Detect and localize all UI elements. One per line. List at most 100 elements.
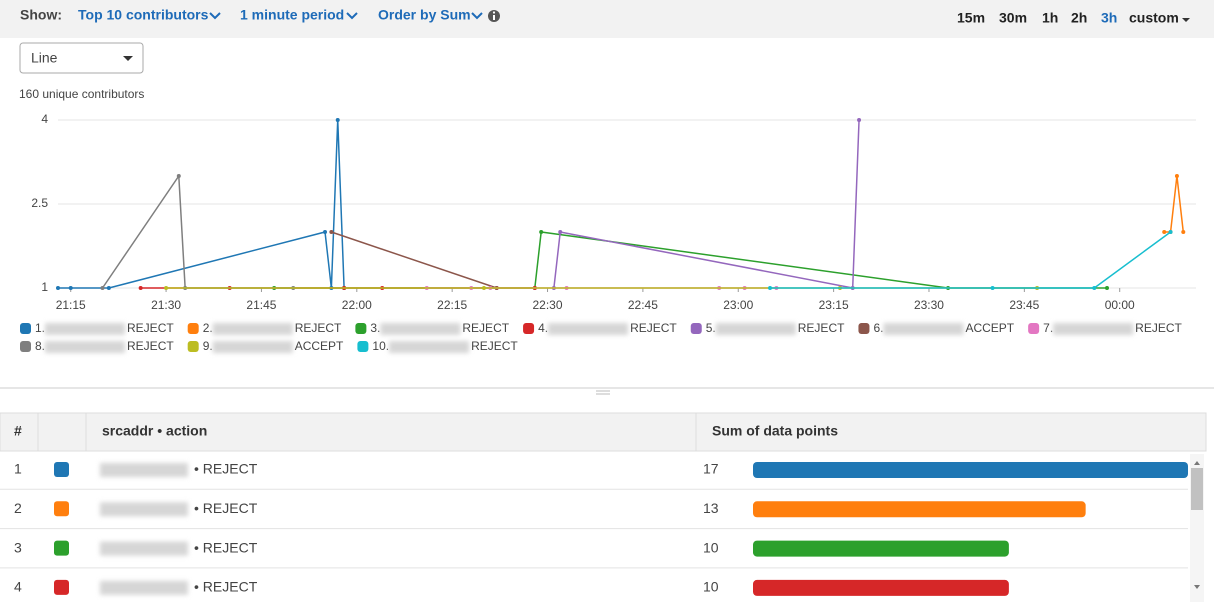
toolbar xyxy=(0,0,1214,38)
chevron xyxy=(209,12,221,20)
legend-action: REJECT xyxy=(798,321,845,335)
data-point xyxy=(768,286,773,290)
info-icon-mark xyxy=(493,15,495,20)
sum-bar xyxy=(753,579,1009,596)
legend-swatch xyxy=(858,323,870,334)
legend-item[interactable]: 7. REJECT xyxy=(1028,321,1182,335)
table-row[interactable]: 2 • REJECT 13 xyxy=(0,488,1188,518)
legend-swatch xyxy=(20,323,31,334)
data-point xyxy=(100,286,105,290)
sum-bar xyxy=(753,462,1188,478)
scrollbar-thumb[interactable] xyxy=(1191,468,1203,510)
legend-swatch xyxy=(357,341,369,352)
legend-item[interactable]: 6. ACCEPT xyxy=(858,321,1015,335)
color-swatch xyxy=(54,540,69,556)
sum-bar xyxy=(753,501,1086,518)
color-swatch xyxy=(54,501,69,517)
legend-swatch xyxy=(690,323,702,334)
time-range[interactable]: 15m xyxy=(957,10,985,26)
series-line xyxy=(1164,175,1185,233)
data-point xyxy=(164,286,169,290)
column-header[interactable]: srcaddr • action xyxy=(102,423,207,439)
table-row[interactable]: 3 • REJECT 10 xyxy=(0,528,1188,557)
time-range[interactable]: 3h xyxy=(1101,10,1117,26)
x-tick-label: 22:00 xyxy=(342,298,372,312)
legend-action: REJECT xyxy=(295,321,342,335)
legend-item[interactable]: 8. REJECT xyxy=(20,339,174,353)
y-tick-label: 1 xyxy=(41,280,48,294)
legend-label: 9. xyxy=(203,339,213,353)
data-point xyxy=(1092,286,1097,290)
chevron xyxy=(471,12,483,20)
data-point xyxy=(1174,174,1179,178)
redacted-address xyxy=(389,341,470,353)
legend-item[interactable]: 1. REJECT xyxy=(20,321,174,335)
x-tick-label: 22:15 xyxy=(437,298,467,312)
redacted-address xyxy=(883,323,964,335)
redacted-address xyxy=(212,323,293,335)
view-select-value: Line xyxy=(31,50,58,66)
data-point xyxy=(329,230,334,234)
data-point xyxy=(335,118,340,122)
data-point xyxy=(1104,286,1109,290)
table-body: 1 • REJECT 17 2 • REJECT 13 3 • REJECT 10 4 • REJE… xyxy=(0,461,1188,596)
redacted-address xyxy=(715,323,796,335)
legend-label: 7. xyxy=(1043,321,1053,335)
data-point xyxy=(68,286,73,290)
unique-contributors: 160 unique contributors xyxy=(19,87,144,101)
period-dropdown[interactable]: 1 minute period xyxy=(240,7,344,23)
rank: 1 xyxy=(14,461,22,477)
x-tick-label: 23:00 xyxy=(723,298,753,312)
legend-item[interactable]: 10. REJECT xyxy=(357,339,518,353)
legend-action: REJECT xyxy=(1135,321,1182,335)
legend-item[interactable]: 4. REJECT xyxy=(523,321,677,335)
redacted-address xyxy=(548,323,629,335)
data-point xyxy=(176,174,181,178)
legend-action: REJECT xyxy=(127,321,174,335)
series-line xyxy=(331,231,497,289)
table-row[interactable]: 1 • REJECT 17 xyxy=(14,461,1188,478)
data-point xyxy=(138,286,143,290)
color-swatch xyxy=(54,579,69,595)
time-range[interactable]: custom xyxy=(1129,10,1179,26)
data-point xyxy=(1168,230,1173,234)
sum-bar xyxy=(753,540,1009,557)
data-point xyxy=(990,286,995,290)
info-icon-dot xyxy=(492,11,496,14)
legend-swatch xyxy=(187,323,199,334)
legend-swatch xyxy=(187,341,199,352)
legend-label: 8. xyxy=(35,339,45,353)
order-dropdown[interactable]: Order by Sum xyxy=(378,7,471,23)
legend-item[interactable]: 9. ACCEPT xyxy=(187,339,344,353)
redacted-address xyxy=(212,341,293,353)
time-range[interactable]: 2h xyxy=(1071,10,1087,26)
time-range[interactable]: 30m xyxy=(999,10,1027,26)
legend-action: REJECT xyxy=(471,339,518,353)
contributors-dropdown[interactable]: Top 10 contributors xyxy=(78,7,209,23)
series-line xyxy=(274,231,1107,289)
legend-item[interactable]: 3. REJECT xyxy=(355,321,510,335)
redacted-address xyxy=(100,463,188,477)
redacted-address xyxy=(1053,323,1134,335)
redacted-address xyxy=(380,323,461,335)
time-range[interactable]: 1h xyxy=(1042,10,1058,26)
view-select[interactable] xyxy=(19,42,144,74)
table-row[interactable]: 4 • REJECT 10 xyxy=(0,567,1188,596)
column-header: # xyxy=(14,423,22,439)
sum-value: 10 xyxy=(703,579,719,595)
contributor-action: • REJECT xyxy=(194,579,258,595)
contributor-action: • REJECT xyxy=(194,500,258,516)
legend-swatch xyxy=(523,323,535,334)
redacted-address xyxy=(45,323,126,335)
x-tick-label: 00:00 xyxy=(1105,298,1135,312)
select-caret xyxy=(123,56,133,61)
column-header[interactable]: Sum of data points xyxy=(712,423,838,439)
legend-action: REJECT xyxy=(127,339,174,353)
legend-item[interactable]: 5. REJECT xyxy=(690,321,845,335)
x-tick-label: 21:15 xyxy=(56,298,86,312)
table-header xyxy=(0,412,1207,452)
y-tick-label: 2.5 xyxy=(31,196,48,210)
legend-action: ACCEPT xyxy=(295,339,344,353)
data-point xyxy=(539,230,544,234)
legend-item[interactable]: 2. REJECT xyxy=(187,321,342,335)
